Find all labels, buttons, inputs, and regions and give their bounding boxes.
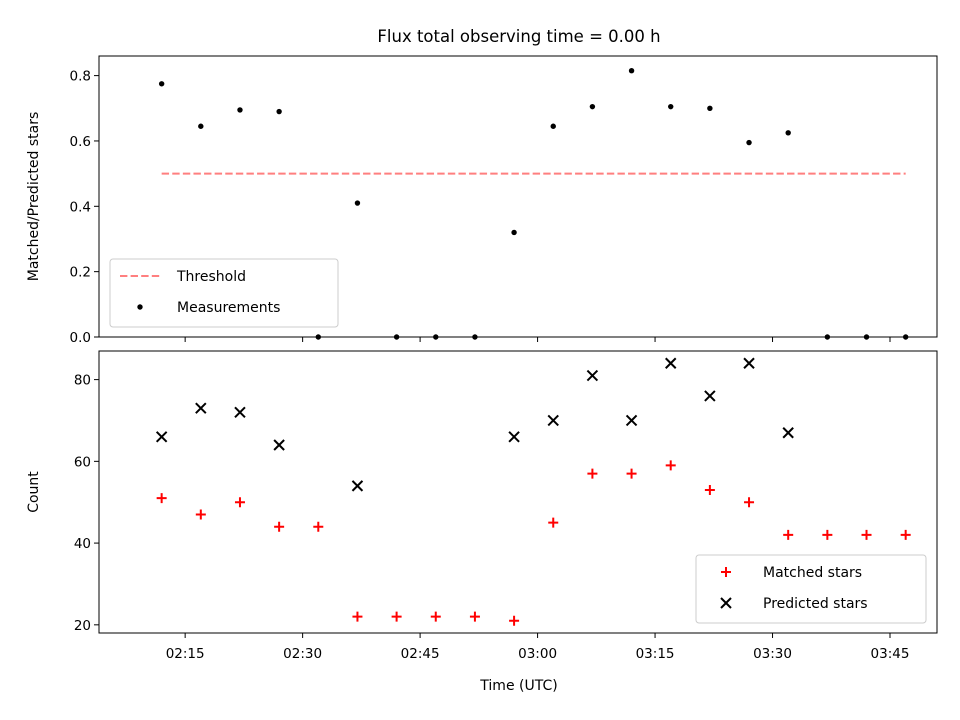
legend-handle	[721, 567, 731, 577]
data-point	[508, 431, 520, 443]
data-point	[900, 529, 911, 540]
data-point	[198, 123, 204, 129]
data-point	[158, 81, 165, 87]
x-tick-label: 03:00	[518, 646, 557, 662]
data-point	[511, 229, 517, 236]
x-tick-label: 02:45	[401, 646, 440, 662]
x-tick-label: 03:45	[871, 646, 910, 662]
data-point	[274, 521, 285, 532]
data-point	[352, 611, 363, 622]
data-point	[548, 517, 559, 528]
data-point	[234, 406, 246, 419]
legend-label: Measurements	[177, 300, 280, 316]
data-point	[668, 103, 674, 110]
y-axis-label: Matched/Predicted stars	[26, 112, 42, 282]
data-point	[822, 529, 833, 540]
data-point	[155, 431, 168, 443]
data-point	[587, 468, 598, 479]
series-measurements	[158, 68, 909, 340]
data-point	[550, 123, 556, 129]
legend-handle	[137, 304, 143, 310]
x-tick-label: 02:15	[166, 646, 205, 662]
legend-label: Predicted stars	[763, 596, 868, 612]
y-tick-label: 0.2	[70, 265, 91, 281]
data-point	[273, 439, 285, 451]
y-tick-label: 60	[74, 454, 91, 470]
data-point	[625, 414, 638, 427]
data-point	[744, 497, 755, 508]
data-point	[743, 357, 755, 369]
y-tick-label: 0.6	[70, 134, 91, 150]
data-point	[704, 484, 715, 495]
data-point	[861, 529, 872, 540]
data-point	[237, 107, 243, 113]
chart-title: Flux total observing time = 0.00 h	[377, 27, 660, 46]
data-point	[509, 615, 520, 626]
data-point	[234, 497, 245, 508]
data-point	[746, 139, 752, 146]
data-point	[313, 521, 324, 532]
y-tick-label: 0.8	[70, 69, 91, 85]
y-tick-label: 0.4	[70, 199, 91, 215]
data-point	[195, 402, 207, 414]
legend: Matched stars Predicted stars	[695, 554, 927, 624]
data-point	[430, 611, 441, 622]
data-point	[586, 369, 599, 382]
data-point	[626, 468, 637, 479]
data-point	[589, 103, 596, 110]
plot-frame	[98, 350, 938, 634]
data-point	[665, 357, 677, 369]
data-point	[391, 611, 402, 622]
y-tick-label: 0.0	[70, 330, 91, 346]
legend: Threshold Measurements	[109, 258, 339, 328]
y-tick-label: 20	[74, 618, 91, 634]
plot-frame	[98, 55, 938, 338]
data-point	[704, 390, 716, 402]
data-point	[785, 130, 791, 136]
x-axis-label: Time (UTC)	[479, 678, 557, 694]
x-tick-label: 02:30	[283, 646, 322, 662]
data-point	[195, 509, 206, 520]
legend-box	[695, 554, 927, 624]
series-predicted-stars	[155, 357, 794, 492]
data-point	[469, 611, 480, 622]
legend-box	[109, 258, 339, 328]
x-tick-label: 03:15	[636, 646, 675, 662]
x-tick-label: 03:30	[753, 646, 792, 662]
series-matched-stars	[156, 460, 911, 626]
data-point	[354, 200, 361, 206]
ratio-panel: 0.0 0.2 0.4 0.6 0.8 Matched/Predicted stars Th…	[26, 55, 938, 346]
data-point	[156, 493, 167, 504]
data-point	[547, 414, 559, 427]
data-point	[782, 427, 794, 439]
data-point	[276, 108, 282, 115]
legend-label: Threshold	[176, 269, 246, 285]
data-point	[665, 460, 676, 471]
y-tick-label: 80	[74, 373, 91, 389]
legend-label: Matched stars	[763, 565, 862, 581]
data-point	[783, 529, 794, 540]
count-panel: 20 40 60 80 02:15 02:30 02:45 03:00 03:15 03:30 03…	[26, 350, 938, 662]
data-point	[707, 105, 713, 111]
data-point	[351, 480, 364, 492]
y-tick-label: 40	[74, 536, 91, 552]
y-axis-label: Count	[26, 471, 42, 513]
legend-handle	[720, 597, 732, 609]
data-point	[628, 68, 635, 74]
